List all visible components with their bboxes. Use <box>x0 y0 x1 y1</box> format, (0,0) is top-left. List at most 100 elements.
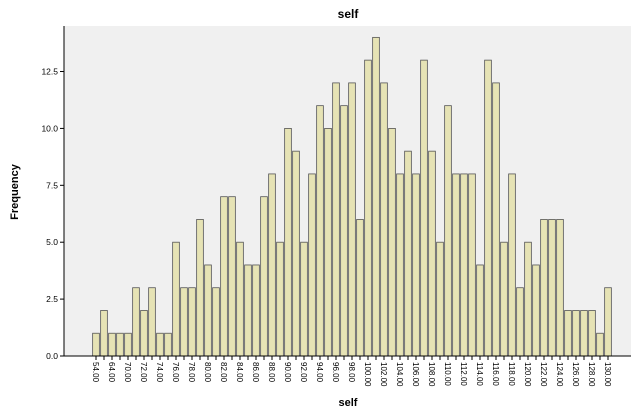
bar <box>516 287 524 357</box>
bar <box>324 128 332 357</box>
x-tick-label: 90.00 <box>283 362 292 383</box>
bar <box>244 264 252 357</box>
bar <box>116 332 124 357</box>
bar <box>332 82 340 357</box>
x-tick-label: 106.00 <box>411 362 420 387</box>
x-tick-label: 76.00 <box>171 362 180 383</box>
y-tick-label: 12.5 <box>41 67 58 77</box>
bar <box>404 150 412 357</box>
bar <box>252 264 260 357</box>
bar <box>228 196 236 357</box>
bar <box>428 150 436 357</box>
bar <box>532 264 540 357</box>
bar <box>156 332 164 357</box>
bar <box>284 128 292 357</box>
bar <box>380 82 388 357</box>
bar <box>100 310 108 357</box>
x-tick-label: 114.00 <box>475 362 484 386</box>
bar <box>316 105 324 357</box>
bar <box>372 36 380 357</box>
bar <box>604 287 612 357</box>
bar <box>444 105 452 357</box>
x-tick-label: 128.00 <box>587 362 596 387</box>
y-tick-label: 10.0 <box>41 123 58 133</box>
x-tick-label: 78.00 <box>187 362 196 383</box>
x-tick-label: 86.00 <box>251 362 260 383</box>
x-tick-label: 108.00 <box>427 362 436 387</box>
bar <box>420 59 428 357</box>
bar <box>540 219 548 357</box>
x-tick-label: 122.00 <box>539 362 548 387</box>
x-tick-label: 88.00 <box>267 362 276 383</box>
bar <box>396 173 404 357</box>
bar <box>580 310 588 357</box>
bar <box>572 310 580 357</box>
x-tick-label: 92.00 <box>299 362 308 383</box>
bar <box>340 105 348 357</box>
bar <box>292 150 300 357</box>
x-tick-label: 96.00 <box>331 362 340 383</box>
x-tick-label: 70.00 <box>123 362 132 383</box>
bar <box>220 196 228 357</box>
bar <box>124 332 132 357</box>
x-tick-label: 64.00 <box>107 362 116 383</box>
bar <box>164 332 172 357</box>
x-tick-label: 74.00 <box>155 362 164 383</box>
y-tick-label: 5.0 <box>46 237 58 247</box>
bar <box>356 219 364 357</box>
bar <box>140 310 148 357</box>
bar <box>308 173 316 357</box>
bar <box>348 82 356 357</box>
bar <box>108 332 116 357</box>
x-tick-label: 102.00 <box>379 362 388 387</box>
bar <box>300 241 308 357</box>
bar <box>388 128 396 357</box>
bar <box>212 287 220 357</box>
bar <box>556 219 564 357</box>
x-tick-label: 84.00 <box>235 362 244 383</box>
bar <box>452 173 460 357</box>
x-tick-label: 118.00 <box>507 362 516 386</box>
x-tick-label: 112.00 <box>459 362 468 386</box>
x-tick-label: 100.00 <box>363 362 372 387</box>
y-ticks-group: 0.0 2.5 5.0 7.5 10.0 12.5 <box>41 67 64 361</box>
bar <box>500 241 508 357</box>
x-tick-label: 120.00 <box>523 362 532 387</box>
bar <box>548 219 556 357</box>
x-axis-label: self <box>339 397 358 409</box>
x-tick-label: 104.00 <box>395 362 404 387</box>
x-tick-label: 80.00 <box>203 362 212 383</box>
bar <box>364 59 372 357</box>
bar <box>588 310 596 357</box>
bar <box>476 264 484 357</box>
bar <box>468 173 476 357</box>
x-tick-label: 124.00 <box>555 362 564 387</box>
x-tick-label: 82.00 <box>219 362 228 383</box>
x-tick-label: 94.00 <box>315 362 324 383</box>
bar <box>596 332 604 357</box>
bar <box>268 173 276 357</box>
x-tick-label: 116.00 <box>491 362 500 386</box>
bar <box>92 332 100 357</box>
bar <box>564 310 572 357</box>
bar <box>196 219 204 357</box>
x-ticks-group: 54.00 64.00 70.00 72.00 74.00 76.00 78.00 80.00… <box>91 356 612 387</box>
bar <box>524 241 532 357</box>
bar <box>148 287 156 357</box>
y-tick-label: 7.5 <box>46 180 58 190</box>
bar <box>172 241 180 357</box>
bar <box>508 173 516 357</box>
bar <box>460 173 468 357</box>
bar <box>188 287 196 357</box>
y-axis-label: Frequency <box>9 163 21 220</box>
x-tick-label: 126.00 <box>571 362 580 387</box>
x-tick-label: 130.00 <box>603 362 612 387</box>
bar <box>492 82 500 357</box>
y-tick-label: 0.0 <box>46 351 58 361</box>
bar <box>412 173 420 357</box>
x-tick-label: 54.00 <box>91 362 100 383</box>
chart-title: self <box>338 7 360 21</box>
bar <box>436 241 444 357</box>
